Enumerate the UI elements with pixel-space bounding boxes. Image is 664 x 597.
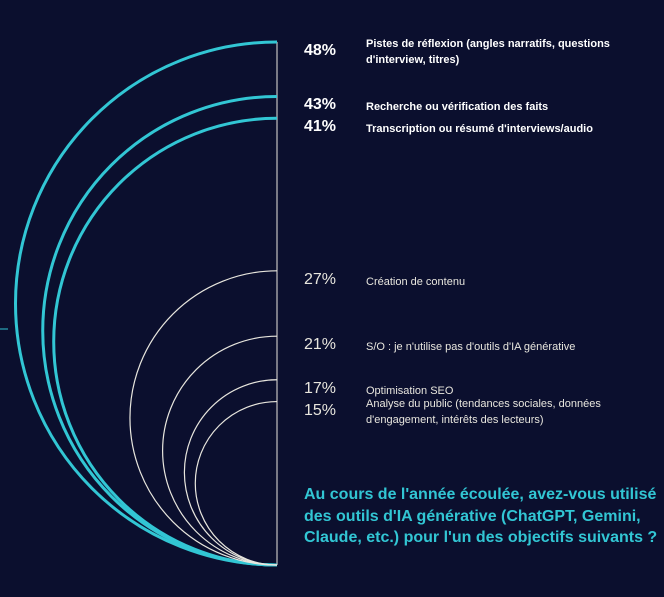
survey-question: Au cours de l'année écoulée, avez-vous u…: [304, 486, 658, 546]
arc-2: [41, 94, 278, 567]
arc-7: [194, 400, 278, 566]
category-label: Création de contenu: [366, 275, 466, 288]
value-label: 17%: [304, 379, 337, 397]
category-label: S/O : je n'utilise pas d'outils d'IA gén…: [366, 341, 576, 354]
arc-6: [184, 379, 278, 566]
arc-5: [162, 335, 278, 566]
value-label: 27%: [304, 270, 337, 288]
category-label: Transcription ou résumé d'interviews/aud…: [366, 123, 593, 136]
value-label: 48%: [304, 42, 337, 59]
value-label: 21%: [304, 336, 337, 354]
category-label: Optimisation SEO: [366, 384, 454, 397]
value-label: 41%: [304, 118, 337, 136]
arc-1: [14, 40, 278, 567]
category-label: Pistes de réflexion (angles narratifs, q…: [366, 38, 610, 66]
arc-4: [129, 270, 278, 566]
arc-3: [52, 116, 278, 567]
category-label: Analyse du public (tendances sociales, d…: [366, 397, 601, 426]
value-label: 43%: [304, 96, 337, 114]
value-label: 15%: [304, 401, 337, 419]
category-label: Recherche ou vérification des faits: [366, 101, 549, 114]
